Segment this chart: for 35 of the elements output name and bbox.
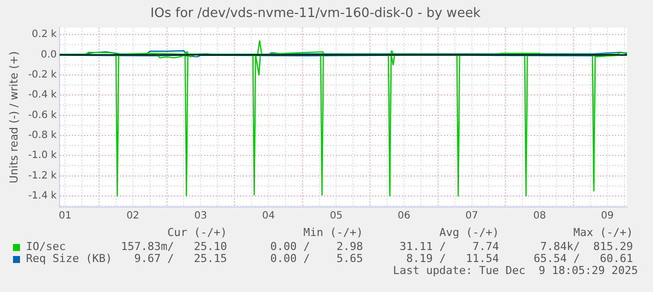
y-tick-label: -0.8 k xyxy=(28,130,57,142)
x-tick-label: 08 xyxy=(533,210,546,222)
y-tick-label: -0.4 k xyxy=(28,90,57,101)
legend-label: Req Size (KB) xyxy=(26,252,112,266)
text: Last update: Tue Dec 9 18:05:29 2025 xyxy=(392,264,638,278)
y-tick-label: -1.0 k xyxy=(28,150,57,162)
x-tick-label: 09 xyxy=(600,210,614,222)
y-tick-label: -0.6 k xyxy=(28,110,57,121)
x-tick-label: 03 xyxy=(194,210,208,222)
text: 9.67 / 25.15 xyxy=(134,252,227,266)
text: Avg (-/+) xyxy=(439,226,499,240)
y-axis-title: Units read (-) / write (+) xyxy=(7,51,20,184)
y-tick-label: -1.2 k xyxy=(28,170,57,182)
text: 8.19 / 11.54 xyxy=(406,252,499,266)
x-tick-label: 05 xyxy=(330,210,343,222)
legend-label: IO/sec xyxy=(26,240,66,254)
text: 157.83m/ 25.10 xyxy=(121,240,227,254)
text: 7.84k/ 815.29 xyxy=(540,240,633,254)
text: 0.00 / 2.98 xyxy=(270,240,363,254)
x-tick-label: 01 xyxy=(58,210,72,222)
y-tick-label: -0.2 k xyxy=(28,70,57,81)
text: Cur (-/+) xyxy=(167,226,227,240)
text: Max (-/+) xyxy=(573,226,633,240)
text: 31.11 / 7.74 xyxy=(400,240,499,254)
chart-title: IOs for /dev/vds-nvme-11/vm-160-disk-0 - by week xyxy=(150,6,482,22)
y-tick-label: 0.0 xyxy=(40,49,57,60)
x-tick-label: 06 xyxy=(398,210,410,222)
y-tick-label: 0.2 k xyxy=(32,29,57,40)
text: 65.54 / 60.61 xyxy=(534,252,633,266)
x-tick-label: 04 xyxy=(262,210,275,222)
y-tick-label: -1.4 k xyxy=(28,190,57,202)
x-tick-label: 02 xyxy=(126,210,140,222)
text: 0.00 / 5.65 xyxy=(270,252,363,266)
x-tick-label: 07 xyxy=(465,210,478,222)
text: Min (-/+) xyxy=(303,226,363,240)
